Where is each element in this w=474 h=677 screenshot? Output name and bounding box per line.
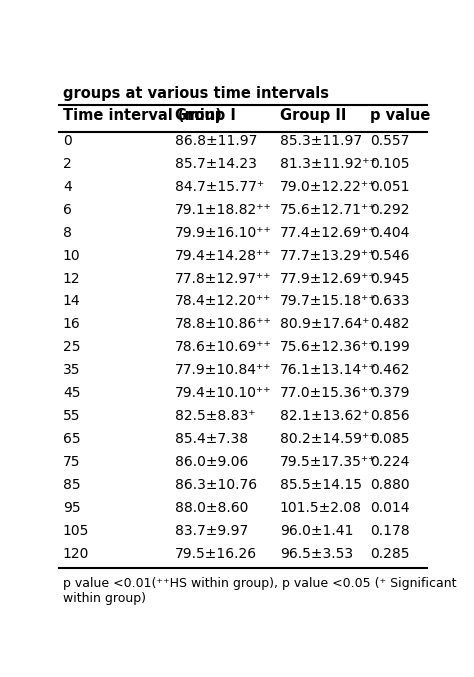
Text: 77.8±12.97⁺⁺: 77.8±12.97⁺⁺	[175, 271, 272, 286]
Text: 79.4±10.10⁺⁺: 79.4±10.10⁺⁺	[175, 386, 272, 400]
Text: 95: 95	[63, 501, 81, 515]
Text: 85: 85	[63, 478, 81, 492]
Text: 96.0±1.41: 96.0±1.41	[280, 524, 353, 538]
Text: 75: 75	[63, 455, 81, 469]
Text: 85.5±14.15: 85.5±14.15	[280, 478, 362, 492]
Text: 0.880: 0.880	[370, 478, 409, 492]
Text: 10: 10	[63, 248, 81, 263]
Text: Time interval (min): Time interval (min)	[63, 108, 222, 123]
Text: 45: 45	[63, 386, 81, 400]
Text: 105: 105	[63, 524, 89, 538]
Text: 65: 65	[63, 432, 81, 446]
Text: 0.085: 0.085	[370, 432, 409, 446]
Text: 86.0±9.06: 86.0±9.06	[175, 455, 248, 469]
Text: 77.7±13.29⁺⁺: 77.7±13.29⁺⁺	[280, 248, 376, 263]
Text: 0.051: 0.051	[370, 180, 409, 194]
Text: 0.224: 0.224	[370, 455, 409, 469]
Text: Group I: Group I	[175, 108, 236, 123]
Text: 79.5±16.26: 79.5±16.26	[175, 547, 257, 561]
Text: 79.9±16.10⁺⁺: 79.9±16.10⁺⁺	[175, 225, 272, 240]
Text: 0.404: 0.404	[370, 225, 409, 240]
Text: 79.7±15.18⁺⁺: 79.7±15.18⁺⁺	[280, 294, 376, 309]
Text: 75.6±12.36⁺⁺: 75.6±12.36⁺⁺	[280, 341, 376, 354]
Text: 25: 25	[63, 341, 81, 354]
Text: 77.0±15.36⁺⁺: 77.0±15.36⁺⁺	[280, 386, 376, 400]
Text: 85.4±7.38: 85.4±7.38	[175, 432, 248, 446]
Text: 88.0±8.60: 88.0±8.60	[175, 501, 248, 515]
Text: 76.1±13.14⁺⁺: 76.1±13.14⁺⁺	[280, 364, 376, 377]
Text: 0.546: 0.546	[370, 248, 409, 263]
Text: 82.1±13.62⁺: 82.1±13.62⁺	[280, 409, 369, 423]
Text: 79.5±17.35⁺⁺: 79.5±17.35⁺⁺	[280, 455, 376, 469]
Text: 6: 6	[63, 202, 72, 217]
Text: 0.285: 0.285	[370, 547, 409, 561]
Text: 78.8±10.86⁺⁺: 78.8±10.86⁺⁺	[175, 318, 272, 331]
Text: 80.2±14.59⁺⁺: 80.2±14.59⁺⁺	[280, 432, 376, 446]
Text: 77.9±10.84⁺⁺: 77.9±10.84⁺⁺	[175, 364, 272, 377]
Text: 0.557: 0.557	[370, 134, 409, 148]
Text: 0.482: 0.482	[370, 318, 409, 331]
Text: 0.014: 0.014	[370, 501, 409, 515]
Text: 16: 16	[63, 318, 81, 331]
Text: 0.379: 0.379	[370, 386, 409, 400]
Text: 81.3±11.92⁺⁺: 81.3±11.92⁺⁺	[280, 157, 376, 171]
Text: 0.633: 0.633	[370, 294, 409, 309]
Text: 0.292: 0.292	[370, 202, 409, 217]
Text: 86.8±11.97: 86.8±11.97	[175, 134, 257, 148]
Text: 84.7±15.77⁺: 84.7±15.77⁺	[175, 180, 264, 194]
Text: 14: 14	[63, 294, 81, 309]
Text: 0.945: 0.945	[370, 271, 409, 286]
Text: 2: 2	[63, 157, 72, 171]
Text: 0.105: 0.105	[370, 157, 409, 171]
Text: 0: 0	[63, 134, 72, 148]
Text: 79.0±12.22⁺⁺: 79.0±12.22⁺⁺	[280, 180, 376, 194]
Text: 86.3±10.76: 86.3±10.76	[175, 478, 257, 492]
Text: Group II: Group II	[280, 108, 346, 123]
Text: 96.5±3.53: 96.5±3.53	[280, 547, 353, 561]
Text: groups at various time intervals: groups at various time intervals	[63, 87, 329, 102]
Text: 85.7±14.23: 85.7±14.23	[175, 157, 257, 171]
Text: 82.5±8.83⁺: 82.5±8.83⁺	[175, 409, 255, 423]
Text: 0.856: 0.856	[370, 409, 409, 423]
Text: 79.1±18.82⁺⁺: 79.1±18.82⁺⁺	[175, 202, 272, 217]
Text: 75.6±12.71⁺⁺: 75.6±12.71⁺⁺	[280, 202, 376, 217]
Text: 79.4±14.28⁺⁺: 79.4±14.28⁺⁺	[175, 248, 272, 263]
Text: 85.3±11.97: 85.3±11.97	[280, 134, 362, 148]
Text: 55: 55	[63, 409, 81, 423]
Text: 0.462: 0.462	[370, 364, 409, 377]
Text: 35: 35	[63, 364, 81, 377]
Text: 83.7±9.97: 83.7±9.97	[175, 524, 248, 538]
Text: 4: 4	[63, 180, 72, 194]
Text: p value: p value	[370, 108, 430, 123]
Text: 0.178: 0.178	[370, 524, 409, 538]
Text: 78.6±10.69⁺⁺: 78.6±10.69⁺⁺	[175, 341, 272, 354]
Text: 120: 120	[63, 547, 89, 561]
Text: 101.5±2.08: 101.5±2.08	[280, 501, 362, 515]
Text: 77.4±12.69⁺⁺: 77.4±12.69⁺⁺	[280, 225, 376, 240]
Text: 8: 8	[63, 225, 72, 240]
Text: 77.9±12.69⁺⁺: 77.9±12.69⁺⁺	[280, 271, 376, 286]
Text: 80.9±17.64⁺: 80.9±17.64⁺	[280, 318, 369, 331]
Text: p value <0.01(⁺⁺HS within group), p value <0.05 (⁺ Significant
within group): p value <0.01(⁺⁺HS within group), p valu…	[63, 577, 456, 605]
Text: 78.4±12.20⁺⁺: 78.4±12.20⁺⁺	[175, 294, 271, 309]
Text: 0.199: 0.199	[370, 341, 410, 354]
Text: 12: 12	[63, 271, 81, 286]
